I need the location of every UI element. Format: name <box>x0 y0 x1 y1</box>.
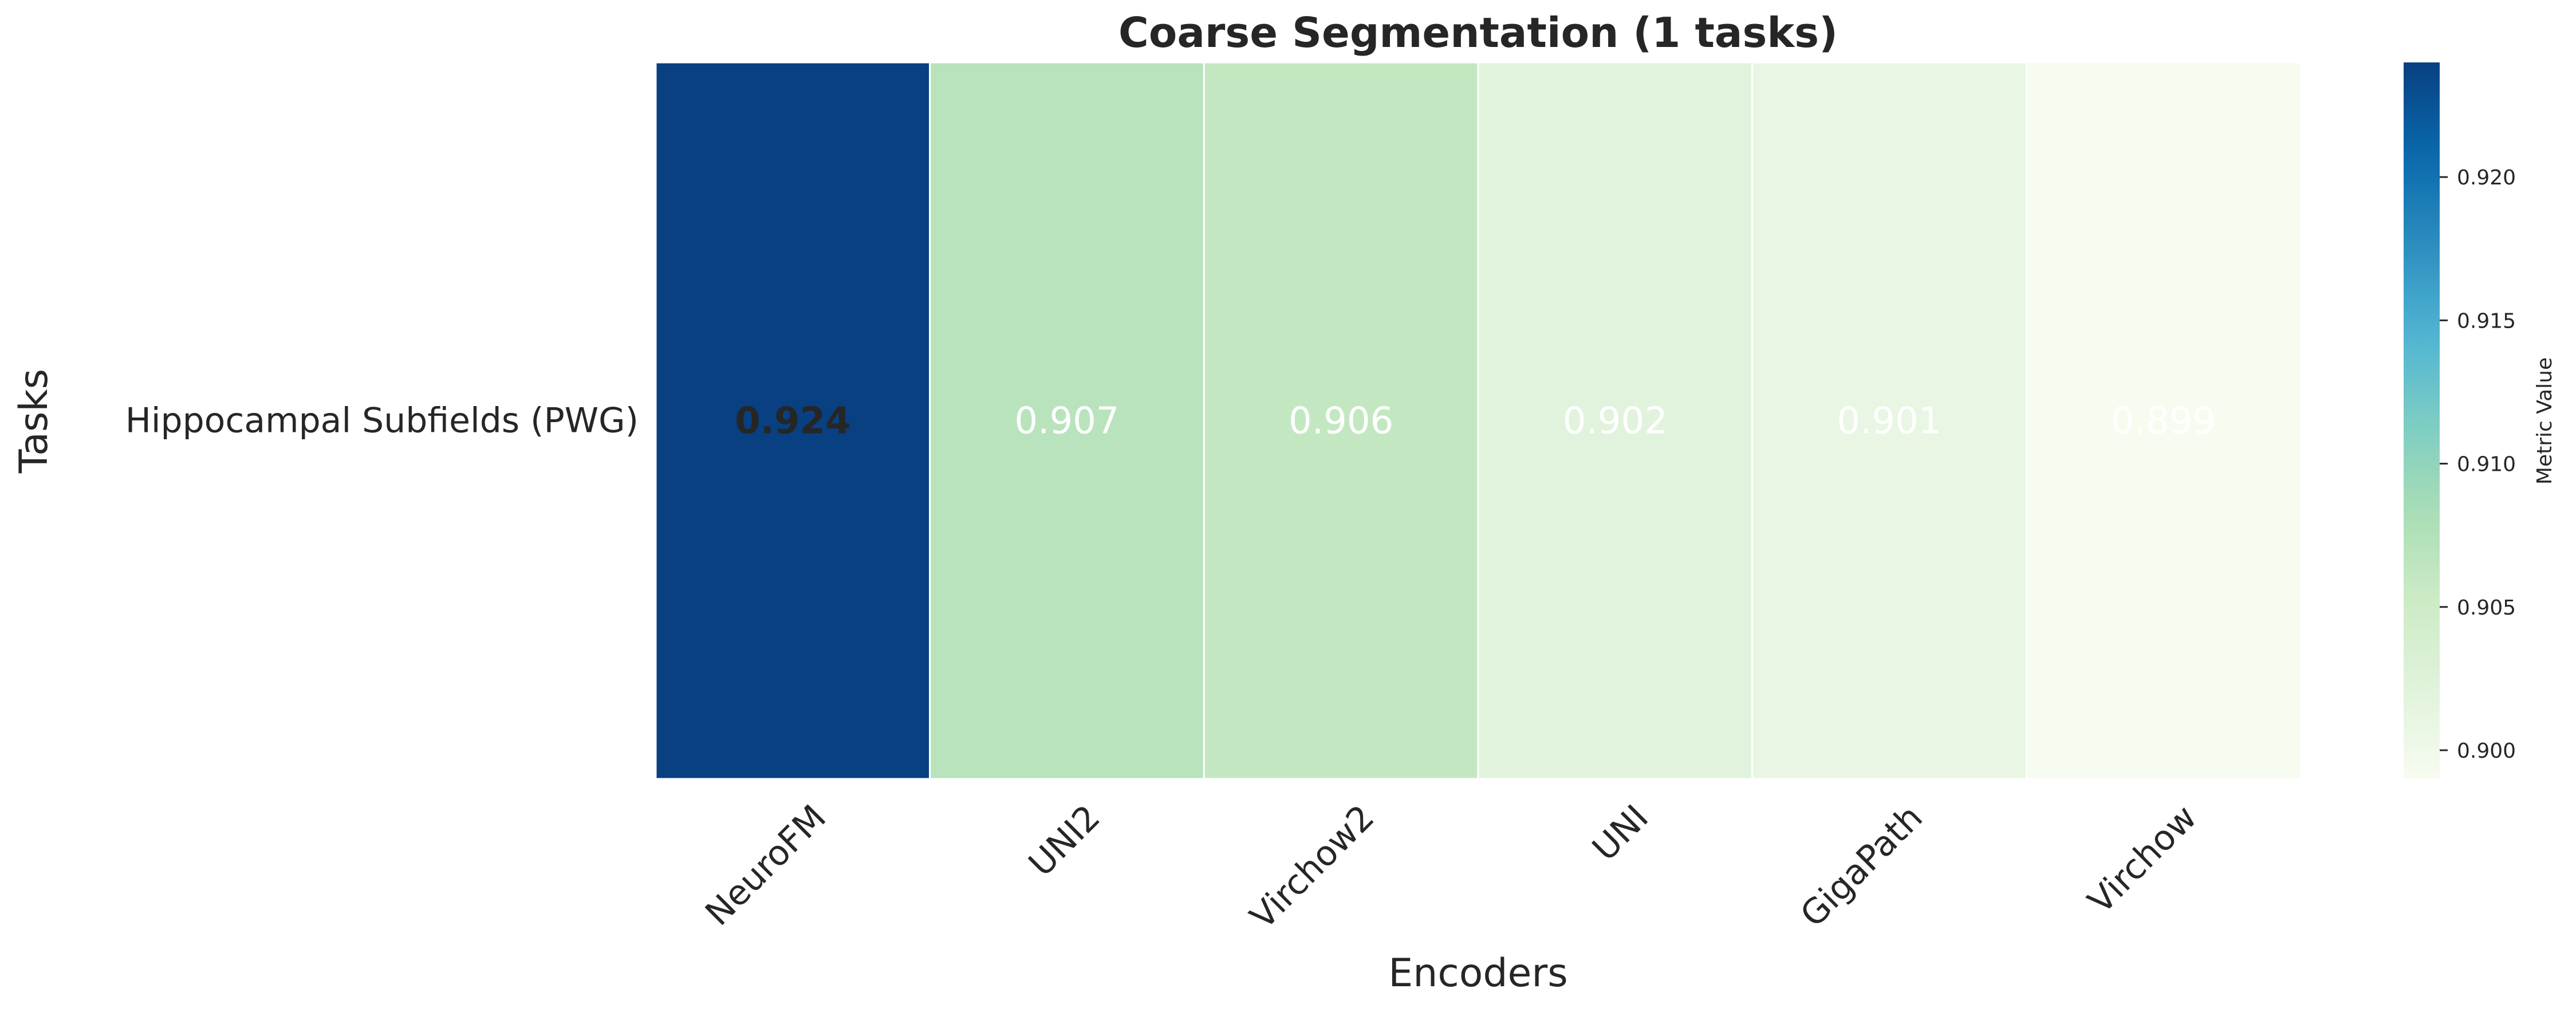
cell-value-label: 0.924 <box>735 400 850 443</box>
heatmap-cell-gigapath <box>1751 61 2027 780</box>
heatmap-cell-virchow2 <box>1203 61 1479 780</box>
x-tick-label: GigaPath <box>1793 797 1930 935</box>
colorbar-tick-label: 0.905 <box>2457 596 2516 620</box>
x-tick-label: UNI <box>1585 797 1656 869</box>
x-tick-label: Virchow <box>2081 797 2205 922</box>
x-tick-label: UNI2 <box>1021 797 1108 884</box>
colorbar-tick-label: 0.915 <box>2457 309 2516 333</box>
heatmap-cell-virchow <box>2025 61 2302 780</box>
x-tick-label: NeuroFM <box>698 797 834 934</box>
cell-value-label: 0.901 <box>1837 400 1941 443</box>
cell-value-label: 0.907 <box>1014 400 1119 443</box>
cell-value-label: 0.906 <box>1289 400 1393 443</box>
heatmap-cell-uni2 <box>929 61 1205 780</box>
colorbar <box>2404 62 2440 779</box>
chart-title: Coarse Segmentation (1 tasks) <box>1118 9 1838 57</box>
x-axis-label: Encoders <box>1388 951 1567 996</box>
colorbar-tick-label: 0.910 <box>2457 453 2516 477</box>
colorbar-tick-label: 0.920 <box>2457 166 2516 190</box>
cell-value-label: 0.902 <box>1563 400 1668 443</box>
y-tick-label: Hippocampal Subfields (PWG) <box>125 401 639 441</box>
colorbar-tick-label: 0.900 <box>2457 739 2516 763</box>
x-tick-label: Virchow2 <box>1243 797 1382 937</box>
cell-value-label: 0.899 <box>2111 400 2216 443</box>
heatmap-cell-uni <box>1477 61 1754 780</box>
colorbar-label: Metric Value <box>2533 357 2557 485</box>
heatmap-cell-neurofm <box>655 61 931 780</box>
y-axis-label: Tasks <box>11 369 57 474</box>
